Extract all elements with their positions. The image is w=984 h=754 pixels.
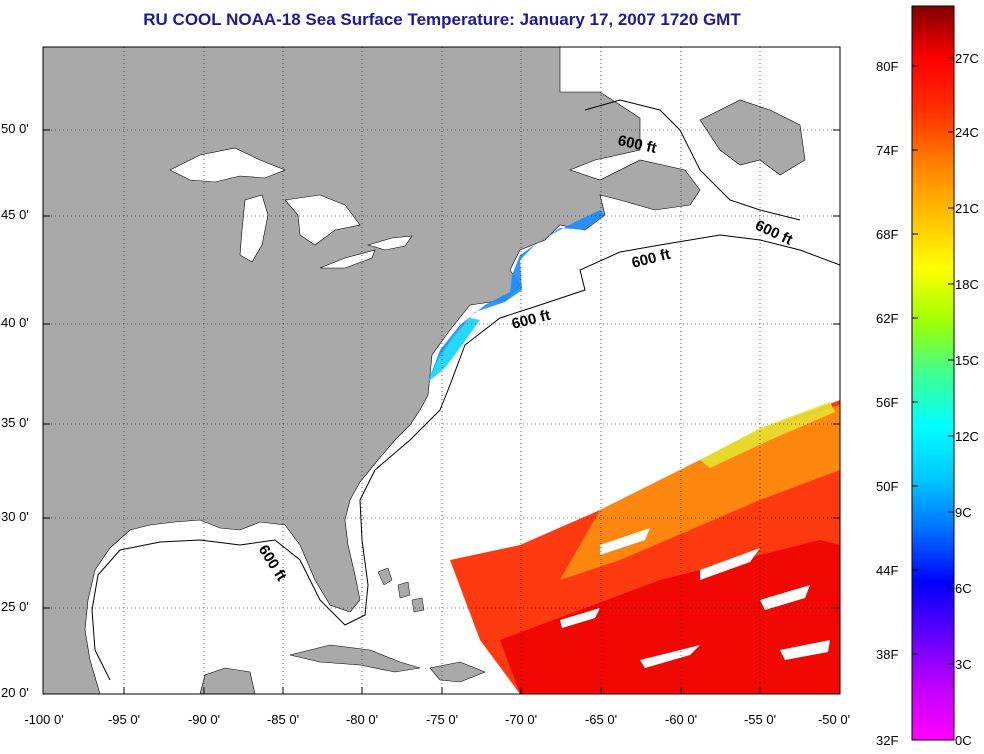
lat-label-45: 45 0' <box>1 207 29 222</box>
lake-superior <box>169 147 286 183</box>
map-title: RU COOL NOAA-18 Sea Surface Temperature:… <box>143 10 741 29</box>
colorbar-gradient <box>912 6 954 740</box>
colorbar-f-label: 32F <box>876 733 899 748</box>
sst-coastal-cyan <box>428 318 480 382</box>
sst-coastal-cold <box>428 210 605 382</box>
lat-label-25: 25 0' <box>1 599 29 614</box>
land-hispaniola <box>429 661 486 683</box>
lon-label-75: -75 0' <box>425 712 459 727</box>
colorbar-ticks <box>912 57 954 665</box>
colorbar-f-label: 38F <box>876 647 899 662</box>
lon-label-70: -70 0' <box>504 712 538 727</box>
lon-label-60: -60 0' <box>664 712 698 727</box>
lake-erie <box>319 249 376 269</box>
colorbar-c-label: 15C <box>955 353 979 368</box>
land-newfoundland <box>699 99 806 176</box>
colorbar-f-label: 74F <box>876 143 899 158</box>
sst-red-core <box>500 540 840 694</box>
map-ticks <box>43 129 840 694</box>
depth-contour-600ft-north <box>584 99 801 221</box>
colorbar-c-label: 9C <box>955 505 972 520</box>
lon-label-65: -65 0' <box>584 712 618 727</box>
colorbar-c-label: 6C <box>955 581 972 596</box>
lon-label-95: -95 0' <box>107 712 141 727</box>
map-grid <box>43 47 840 694</box>
colorbar-f-label: 80F <box>876 59 899 74</box>
colorbar-c-label: 18C <box>955 277 979 292</box>
lat-label-50: 50 0' <box>1 121 29 136</box>
lon-label-100: -100 0' <box>24 712 64 727</box>
colorbar-c-label: 24C <box>955 125 979 140</box>
colorbar-c-label: 27C <box>955 51 979 66</box>
land-bahamas <box>377 567 425 613</box>
lake-michigan <box>239 194 269 263</box>
cloud-gaps <box>560 528 830 668</box>
colorbar <box>912 6 954 740</box>
colorbar-c-label: 21C <box>955 201 979 216</box>
colorbar-f-label: 56F <box>876 395 899 410</box>
colorbar-frame <box>911 5 955 741</box>
land-cuba <box>289 644 421 673</box>
sst-yellow-edge <box>700 402 835 468</box>
lon-label-80: -80 0' <box>345 712 379 727</box>
colorbar-f-label: 68F <box>876 227 899 242</box>
lat-label-35: 35 0' <box>1 415 29 430</box>
lon-label-55: -55 0' <box>743 712 777 727</box>
depth-contour-600ft <box>91 234 840 681</box>
lon-label-50: -50 0' <box>817 712 851 727</box>
colorbar-f-label: 62F <box>876 311 899 326</box>
land-north-america <box>43 47 701 694</box>
colorbar-c-label: 3C <box>955 657 972 672</box>
lake-huron <box>284 194 361 246</box>
colorbar-f-label: 50F <box>876 479 899 494</box>
lat-label-20: 20 0' <box>1 685 29 700</box>
lon-label-85: -85 0' <box>266 712 300 727</box>
land-yucatan <box>199 667 256 694</box>
lon-label-90: -90 0' <box>187 712 221 727</box>
colorbar-c-label: 0C <box>955 733 972 748</box>
colorbar-f-label: 44F <box>876 563 899 578</box>
colorbar-c-label: 12C <box>955 429 979 444</box>
lat-label-40: 40 0' <box>1 315 29 330</box>
lake-ontario <box>366 235 413 251</box>
lat-label-30: 30 0' <box>1 509 29 524</box>
